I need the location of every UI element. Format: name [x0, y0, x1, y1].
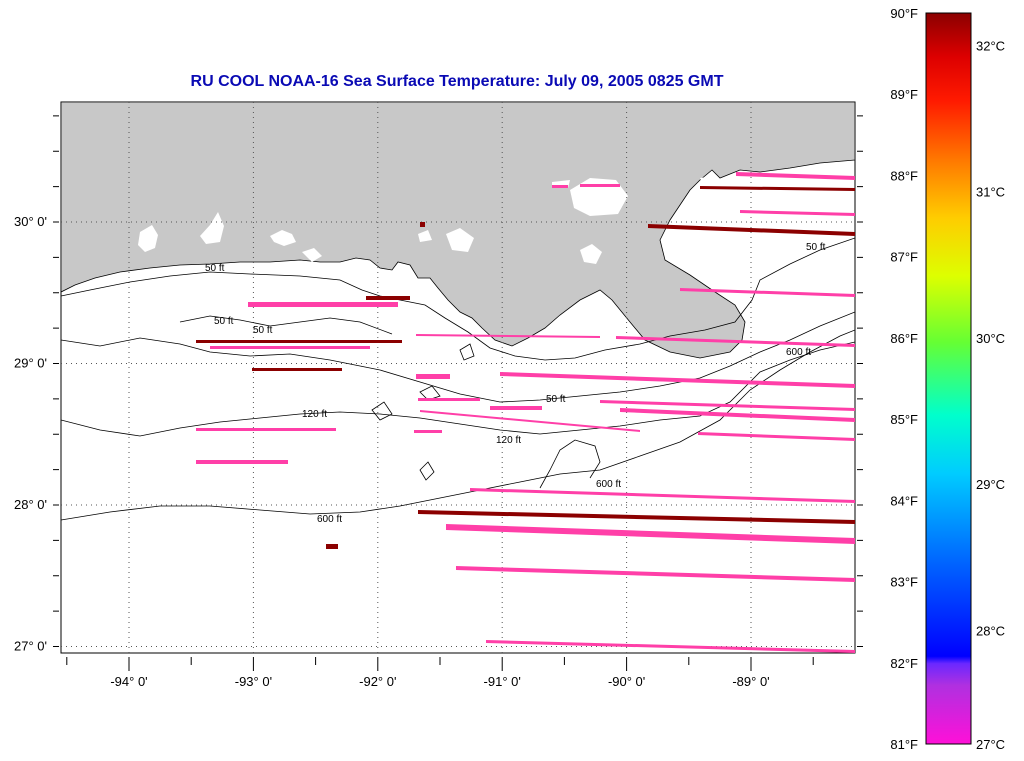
contour-islands — [371, 343, 475, 481]
contour-labels: 50 ft 50 ft 50 ft 50 ft 50 ft 120 ft 120… — [205, 242, 826, 525]
contour-label-120ft: 120 ft — [302, 409, 327, 420]
sst-streak — [366, 296, 410, 300]
colorbar-c-label: 29°C — [976, 477, 1005, 492]
sst-streak — [418, 510, 855, 524]
longitude-labels: -94° 0' -93° 0' -92° 0' -91° 0' -90° 0' -89° … — [110, 674, 769, 689]
sst-streak — [416, 334, 600, 338]
sst-streak — [456, 566, 855, 582]
colorbar-c-label: 28°C — [976, 623, 1005, 638]
sst-streak — [600, 400, 855, 411]
sst-streak — [620, 408, 855, 422]
colorbar-c-label: 30°C — [976, 331, 1005, 346]
lon-tick-label: -94° 0' — [110, 674, 147, 689]
contour-label-50ft: 50 ft — [205, 263, 225, 274]
sst-streak — [420, 222, 425, 227]
colorbar-f-label: 90°F — [890, 6, 918, 21]
contour-label-50ft: 50 ft — [546, 394, 566, 405]
sst-streak — [414, 430, 442, 433]
colorbar-f-label: 84°F — [890, 493, 918, 508]
sst-streak — [616, 336, 855, 347]
sst-streak — [420, 410, 640, 432]
contour-label-600ft: 600 ft — [596, 479, 621, 490]
colorbar-c-label: 32°C — [976, 38, 1005, 53]
plot-area: 50 ft 50 ft 50 ft 50 ft 50 ft 120 ft 120… — [14, 101, 863, 689]
lon-tick-label: -93° 0' — [235, 674, 272, 689]
colorbar-c-label: 31°C — [976, 185, 1005, 200]
lat-tick-label: 29° 0' — [14, 356, 47, 371]
contour-label-50ft: 50 ft — [214, 316, 234, 327]
color-bar-celsius-labels: 32°C 31°C 30°C 29°C 28°C 27°C — [976, 38, 1005, 752]
sst-streak — [418, 398, 480, 401]
contour-600ft-b — [539, 439, 601, 489]
lon-tick-label: -91° 0' — [484, 674, 521, 689]
contour-label-50ft: 50 ft — [253, 325, 273, 336]
colorbar-c-label: 27°C — [976, 737, 1005, 752]
lon-tick-label: -92° 0' — [359, 674, 396, 689]
colorbar-f-label: 87°F — [890, 250, 918, 265]
contour-50ft-b — [179, 315, 393, 335]
lat-tick-label: 30° 0' — [14, 214, 47, 229]
sst-streak — [580, 184, 620, 187]
colorbar-f-label: 88°F — [890, 168, 918, 183]
inland-water — [138, 176, 810, 264]
lon-tick-label: -90° 0' — [608, 674, 645, 689]
contour-50ft — [61, 237, 855, 361]
contour-label-600ft: 600 ft — [786, 347, 811, 358]
colorbar-f-label: 81°F — [890, 737, 918, 752]
sst-streak — [648, 224, 855, 236]
color-bar-gradient — [925, 12, 972, 745]
sst-streak — [446, 524, 855, 544]
colorbar-f-label: 83°F — [890, 575, 918, 590]
contour-label-600ft: 600 ft — [317, 514, 342, 525]
sst-streak — [326, 544, 338, 549]
chart-title: RU COOL NOAA-16 Sea Surface Temperature:… — [191, 73, 724, 90]
sst-streak — [740, 210, 855, 216]
lat-tick-label: 28° 0' — [14, 497, 47, 512]
sst-streak — [196, 460, 288, 464]
lon-tick-label: -89° 0' — [732, 674, 769, 689]
sst-streak — [248, 302, 398, 307]
sst-streak — [416, 374, 450, 379]
contour-label-120ft: 120 ft — [496, 435, 521, 446]
axis-ticks — [53, 115, 863, 671]
color-bar-fahrenheit-labels: 90°F 89°F 88°F 87°F 86°F 85°F 84°F 83°F 82°F 81°F — [890, 6, 918, 752]
sst-swath-streaks — [196, 172, 855, 653]
colorbar-f-label: 85°F — [890, 412, 918, 427]
sst-streak — [196, 428, 336, 431]
sst-streak — [210, 346, 370, 349]
colorbar-f-label: 89°F — [890, 87, 918, 102]
sst-streak — [490, 406, 542, 410]
lat-tick-label: 27° 0' — [14, 639, 47, 654]
sst-streak — [470, 488, 855, 503]
sst-streak — [486, 640, 855, 653]
latitude-labels: 30° 0' 29° 0' 28° 0' 27° 0' — [14, 214, 47, 654]
contour-label-50ft: 50 ft — [806, 242, 826, 253]
colorbar-f-label: 86°F — [890, 331, 918, 346]
color-bar: 90°F 89°F 88°F 87°F 86°F 85°F 84°F 83°F 82°F 81°F… — [890, 6, 1005, 752]
sst-streak — [500, 372, 855, 388]
sst-streak — [698, 432, 855, 441]
contour-120ft-b — [61, 341, 855, 437]
sst-streak — [680, 288, 855, 297]
contour-600ft — [61, 329, 855, 521]
colorbar-f-label: 82°F — [890, 656, 918, 671]
sst-streak — [252, 368, 342, 371]
sst-streak — [552, 185, 568, 188]
sst-streak — [700, 186, 855, 191]
sst-streak — [736, 172, 855, 180]
sst-streak — [196, 340, 402, 343]
